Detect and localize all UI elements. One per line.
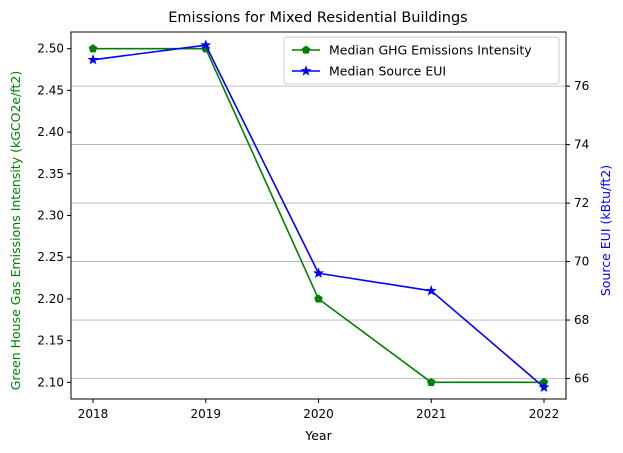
left-y-tick-label: 2.30 [37, 209, 64, 223]
right-y-tick-label: 74 [574, 138, 589, 152]
chart-title: Emissions for Mixed Residential Building… [168, 10, 468, 26]
right-y-tick-label: 76 [574, 79, 589, 93]
x-axis-title: Year [304, 428, 332, 443]
gridlines [71, 85, 566, 379]
right-y-tick-label: 70 [574, 255, 589, 269]
right-y-tick-label: 68 [574, 313, 589, 327]
ghg-intensity-line [93, 47, 544, 384]
x-tick-label: 2020 [303, 407, 334, 421]
ghg-intensity-point [426, 377, 436, 386]
left-y-tick-label: 2.40 [37, 125, 64, 139]
left-y-tick-label: 2.25 [37, 250, 64, 264]
x-tick-label: 2022 [529, 407, 560, 421]
plot-frame [70, 31, 567, 400]
x-tick-label: 2019 [190, 407, 221, 421]
source-eui-point [538, 381, 550, 392]
left-y-tick-label: 2.20 [37, 292, 64, 306]
left-y-axis-title: Green House Gas Emissions Intensity (kGC… [8, 71, 23, 390]
legend-ghg-intensity-marker [301, 45, 311, 54]
legend-source-eui-label: Median Source EUI [329, 64, 446, 79]
right-y-tick-label: 72 [574, 196, 589, 210]
source-eui-line [92, 44, 545, 388]
axes: 2018 2019 2020 2021 2022 2.10 2.15 2.20 2.25 2.30… [37, 42, 589, 421]
legend-ghg-intensity-label: Median GHG Emissions Intensity [329, 43, 532, 58]
source-eui-point [200, 39, 212, 50]
source-eui-point [425, 285, 437, 296]
right-y-axis-title: Source EUI (kBtu/ft2) [598, 165, 613, 296]
ghg-intensity-point [314, 294, 323, 303]
source-eui-point [313, 267, 324, 278]
x-tick-label: 2021 [416, 407, 447, 421]
right-y-tick-label: 66 [574, 372, 589, 386]
left-y-tick-label: 2.45 [37, 83, 64, 97]
plot-series [87, 39, 550, 392]
source-eui-point [87, 54, 99, 65]
legend-source-eui-marker [300, 65, 312, 76]
left-y-tick-label: 2.10 [37, 375, 64, 389]
legend-box [283, 36, 560, 85]
ghg-intensity-point [88, 44, 98, 53]
legend: Median GHG Emissions Intensity Median Sou… [283, 36, 560, 85]
left-y-tick-label: 2.35 [37, 167, 64, 181]
left-y-tick-label: 2.15 [37, 334, 64, 348]
x-tick-label: 2018 [78, 407, 109, 421]
left-y-tick-label: 2.50 [37, 42, 64, 56]
